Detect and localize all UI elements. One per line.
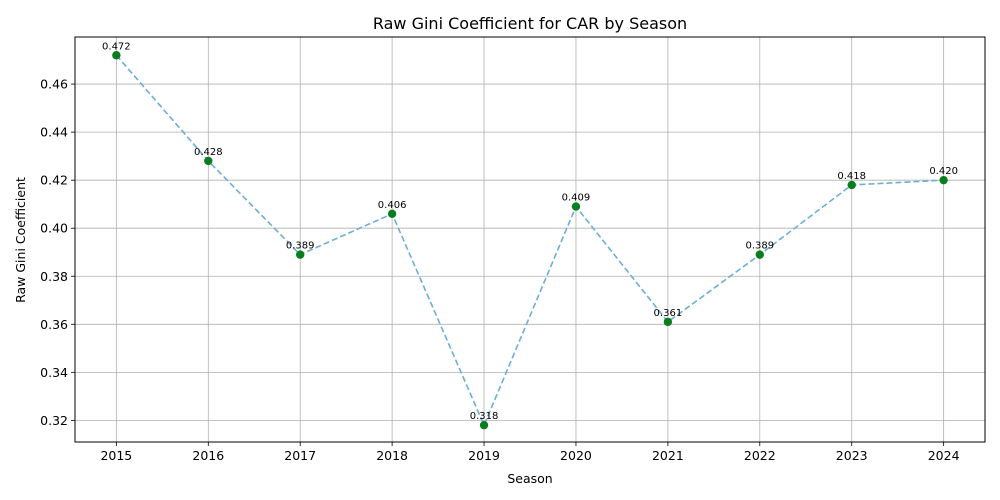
x-tick-label: 2016 bbox=[192, 448, 224, 463]
data-label: 0.409 bbox=[562, 193, 591, 204]
plot-frame bbox=[74, 36, 986, 443]
y-tick-label: 0.32 bbox=[40, 413, 68, 428]
x-tick-label: 2022 bbox=[744, 448, 776, 463]
data-point bbox=[387, 209, 397, 218]
data-label: 0.420 bbox=[929, 166, 958, 177]
data-point bbox=[847, 180, 856, 190]
data-label: 0.389 bbox=[286, 241, 315, 252]
series-line bbox=[115, 54, 944, 428]
data-label: 0.472 bbox=[102, 41, 131, 52]
data-point bbox=[571, 202, 581, 211]
x-tick-label: 2019 bbox=[468, 448, 500, 463]
grid bbox=[75, 37, 985, 442]
data-point bbox=[479, 420, 489, 430]
chart-title: Raw Gini Coefficient for CAR by Season bbox=[373, 14, 687, 33]
x-tick-label: 2020 bbox=[560, 448, 592, 463]
axis-ticks: 2015 2016 2017 2018 2019 2020 2021 2022 2023 2024… bbox=[40, 77, 959, 463]
y-tick-label: 0.46 bbox=[40, 77, 68, 92]
x-tick-label: 2018 bbox=[376, 448, 408, 463]
data-label: 0.318 bbox=[470, 411, 499, 422]
x-tick-label: 2017 bbox=[284, 448, 316, 463]
y-tick-label: 0.44 bbox=[40, 125, 68, 140]
x-axis-label: Season bbox=[507, 471, 552, 486]
data-label: 0.418 bbox=[837, 171, 866, 182]
data-label: 0.428 bbox=[194, 147, 223, 158]
data-point bbox=[296, 250, 305, 259]
y-axis-label: Raw Gini Coefficient bbox=[13, 177, 28, 303]
x-tick-label: 2021 bbox=[652, 448, 684, 463]
data-label: 0.406 bbox=[378, 200, 407, 211]
x-tick-label: 2024 bbox=[928, 448, 960, 463]
y-tick-label: 0.40 bbox=[40, 221, 68, 236]
y-tick-label: 0.36 bbox=[40, 317, 68, 332]
data-point bbox=[204, 156, 213, 166]
series-layer: 0.472 0.428 0.389 0.406 0.318 0.409 0.361 0.389… bbox=[102, 41, 958, 430]
data-point bbox=[939, 175, 948, 185]
x-tick-label: 2023 bbox=[836, 448, 868, 463]
data-label: 0.389 bbox=[745, 241, 774, 252]
y-tick-label: 0.34 bbox=[40, 365, 68, 380]
data-point bbox=[112, 51, 121, 60]
data-label: 0.361 bbox=[654, 308, 683, 319]
data-point bbox=[663, 317, 673, 327]
y-tick-label: 0.38 bbox=[40, 269, 68, 284]
x-tick-label: 2015 bbox=[100, 448, 132, 463]
y-tick-label: 0.42 bbox=[40, 173, 68, 188]
data-point bbox=[755, 250, 764, 259]
